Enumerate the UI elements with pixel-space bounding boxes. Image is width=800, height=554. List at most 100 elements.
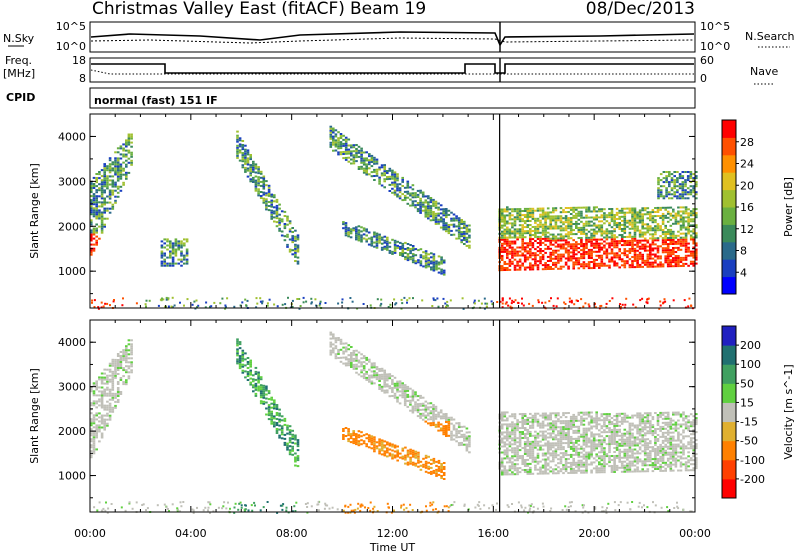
power-cell (636, 259, 639, 262)
power-cell (605, 250, 609, 253)
power-cell (108, 157, 112, 160)
power-cell (682, 224, 685, 227)
power-cell (554, 209, 558, 212)
cpid-value: normal (fast) 151 IF (94, 94, 218, 107)
velocity-cell (546, 464, 550, 467)
power-cell (236, 140, 239, 143)
velocity-cell (357, 440, 361, 443)
velocity-cell (403, 404, 407, 407)
power-cell (452, 213, 456, 216)
power-cell (246, 299, 249, 302)
velocity-cell (296, 441, 300, 444)
power-cell (689, 220, 693, 223)
power-cell (559, 211, 563, 214)
power-cell (633, 225, 637, 228)
power-cell (167, 305, 170, 308)
power-cell (552, 253, 555, 256)
power-cell (432, 257, 436, 260)
velocity-cell (95, 426, 98, 429)
power-cell (280, 210, 284, 213)
power-cell (572, 261, 575, 264)
power-cell (169, 256, 172, 259)
velocity-cell (98, 428, 101, 431)
power-cell (386, 170, 389, 172)
power-cell (347, 150, 351, 153)
power-cell (98, 211, 101, 214)
velocity-cell (457, 426, 461, 429)
velocity-cell (427, 422, 430, 425)
power-cell (119, 171, 123, 174)
velocity-cell (529, 442, 532, 445)
power-cell (409, 250, 412, 253)
velocity-cell (529, 434, 532, 437)
power-cell (393, 249, 397, 252)
power-cell (483, 307, 486, 310)
power-cell (383, 245, 387, 248)
power-cell (457, 221, 461, 224)
velocity-cell (127, 339, 131, 342)
velocity-cell (283, 423, 287, 426)
power-cell (539, 248, 542, 250)
power-cell (513, 218, 517, 221)
power-cell (503, 261, 507, 263)
power-cell (92, 213, 96, 216)
power-cell (672, 243, 675, 245)
power-cell (499, 300, 502, 303)
power-cell (610, 230, 614, 233)
power-cell (457, 237, 461, 240)
velocity-cell (465, 449, 469, 452)
velocity-cell (439, 417, 443, 420)
velocity-cell (554, 428, 558, 431)
power-cell (92, 249, 96, 252)
power-cell (434, 222, 438, 225)
power-cell (252, 164, 255, 167)
power-cell (567, 225, 570, 228)
velocity-cell (267, 392, 271, 395)
power-cell (684, 208, 688, 211)
power-cell (633, 227, 637, 230)
power-cell (100, 227, 104, 230)
velocity-cell (380, 375, 384, 378)
power-cell (672, 216, 675, 219)
power-cell (585, 242, 588, 245)
power-cell (352, 154, 356, 157)
velocity-cell (125, 369, 128, 372)
velocity-cell (125, 359, 128, 362)
power-cell (580, 265, 583, 268)
power-cell (403, 194, 407, 197)
velocity-cell (92, 448, 96, 451)
power-cell (380, 298, 383, 301)
velocity-cell (383, 454, 387, 457)
power-cell (442, 208, 445, 211)
velocity-cell (238, 365, 242, 368)
power-cell (575, 225, 578, 227)
power-cell (416, 210, 420, 213)
power-cell (526, 214, 530, 216)
velocity-cell (541, 448, 545, 451)
power-cell (649, 213, 652, 216)
power-cell (298, 298, 301, 300)
power-cell (518, 224, 522, 227)
velocity-cell (337, 357, 340, 359)
velocity-cell (429, 418, 433, 421)
power-cell (679, 216, 683, 219)
velocity-cell (370, 374, 374, 377)
power-cell (676, 189, 679, 192)
power-cell (100, 169, 104, 172)
power-cell (539, 225, 542, 228)
power-cell (380, 242, 384, 245)
power-cell (252, 178, 255, 181)
cpid-panel: CPID normal (fast) 151 IF (6, 87, 696, 109)
velocity-cell (391, 379, 394, 381)
velocity-cell (246, 367, 250, 369)
velocity-cell (526, 472, 530, 475)
power-cell (360, 236, 363, 239)
velocity-cell (506, 411, 509, 414)
power-cell (651, 247, 655, 250)
power-cell (398, 191, 402, 194)
power-cell (678, 177, 682, 180)
velocity-cell (421, 412, 425, 415)
power-cell (546, 207, 550, 210)
velocity-cell (435, 464, 438, 467)
velocity-cell (352, 363, 356, 366)
